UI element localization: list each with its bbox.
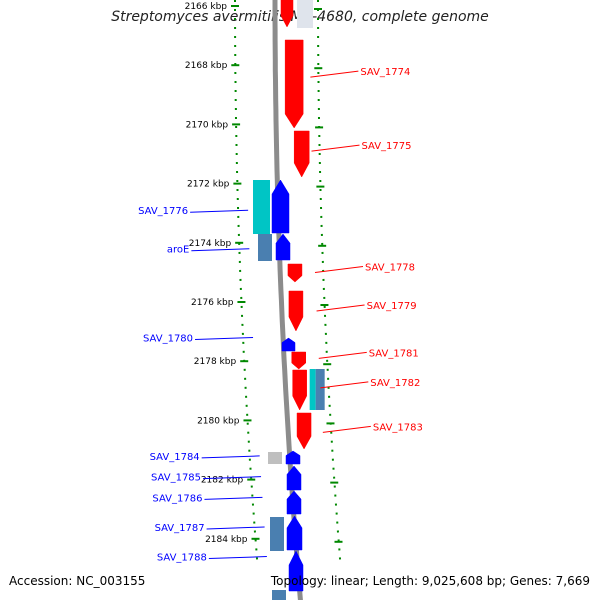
label-leader <box>201 455 260 459</box>
gene-arrow-forward[interactable] <box>280 0 294 28</box>
gene-arrow-sav-1778[interactable] <box>287 263 303 283</box>
gene-arrow-sav-1782[interactable] <box>292 369 307 411</box>
topology-text: Topology: linear; Length: 9,025,608 bp; … <box>270 574 590 588</box>
gene-arrow-sav-1774[interactable] <box>284 39 304 129</box>
gene-label-sav-1786[interactable]: SAV_1786 <box>152 493 202 504</box>
gene-label-sav-1783[interactable]: SAV_1783 <box>373 422 423 433</box>
gene-label-sav-1775[interactable]: SAV_1775 <box>361 141 411 152</box>
gene-arrow-sav-1780[interactable] <box>281 337 296 352</box>
tick-label: 2168 kbp <box>185 61 228 71</box>
label-leader <box>206 526 265 530</box>
gene-arrow-sav-1784[interactable] <box>285 450 301 465</box>
gene-arrow-aroe[interactable] <box>275 233 291 261</box>
gene-label-sav-1785[interactable]: SAV_1785 <box>151 473 201 484</box>
gene-box-sav-1782-b[interactable] <box>315 369 325 410</box>
gene-arrow-sav-1781[interactable] <box>291 351 306 370</box>
gene-box-sav-1784[interactable] <box>268 452 282 464</box>
tick-label: 2176 kbp <box>191 298 234 308</box>
gene-arrow-sav-1786[interactable] <box>286 490 302 515</box>
tick-label: 2178 kbp <box>194 357 237 367</box>
label-leader <box>311 144 360 152</box>
gene-label-sav-1774[interactable]: SAV_1774 <box>360 67 410 78</box>
tick-label: 2172 kbp <box>187 180 230 190</box>
gene-arrow-sav-1783[interactable] <box>296 412 312 450</box>
label-leader <box>318 351 367 359</box>
gene-label-aroe[interactable]: aroE <box>167 245 189 256</box>
tick-label: 2170 kbp <box>186 120 229 130</box>
right-tick-rail <box>317 0 342 561</box>
gene-box-sav-1776[interactable] <box>253 180 270 234</box>
gene-arrow-sav-1779[interactable] <box>288 290 304 332</box>
tick-label: 2174 kbp <box>189 239 232 249</box>
label-leader <box>320 381 369 389</box>
gene-box-sav-1782[interactable] <box>309 369 316 410</box>
gene-label-sav-1781[interactable]: SAV_1781 <box>369 348 419 359</box>
tick-label: 2166 kbp <box>185 2 228 12</box>
tick-label: 2180 kbp <box>197 416 240 426</box>
label-leader <box>208 556 267 560</box>
tick-label: 2184 kbp <box>205 535 248 545</box>
gene-label-sav-1780[interactable]: SAV_1780 <box>143 334 193 345</box>
label-leader <box>310 70 359 78</box>
gene-arrow-sav-1775[interactable] <box>293 130 310 178</box>
gene-arrow-sav-1785[interactable] <box>286 465 302 491</box>
gene-arrow-sav-1776[interactable] <box>271 179 290 234</box>
label-leader <box>316 304 365 312</box>
gene-label-sav-1778[interactable]: SAV_1778 <box>365 262 415 273</box>
label-leader <box>203 476 262 480</box>
gene-box-aroe[interactable] <box>258 234 272 261</box>
label-leader <box>190 209 249 213</box>
label-leader <box>322 425 371 433</box>
gene-box-top[interactable] <box>297 0 313 28</box>
gene-label-sav-1776[interactable]: SAV_1776 <box>138 206 188 217</box>
label-leader <box>195 337 254 341</box>
gene-label-sav-1779[interactable]: SAV_1779 <box>367 301 417 312</box>
gene-arrow-sav-1787[interactable] <box>286 515 303 551</box>
gene-box-sav-1787[interactable] <box>270 517 284 551</box>
label-leader <box>204 496 263 500</box>
left-tick-rail <box>234 0 259 561</box>
label-leader <box>314 265 364 273</box>
tick-label: 2182 kbp <box>201 476 244 486</box>
gene-label-sav-1788[interactable]: SAV_1788 <box>157 553 207 564</box>
label-leader <box>191 248 250 252</box>
gene-label-sav-1787[interactable]: SAV_1787 <box>155 523 205 534</box>
gene-box-bottom[interactable] <box>272 590 286 600</box>
gene-label-sav-1782[interactable]: SAV_1782 <box>370 378 420 389</box>
gene-arrow-sav-1788[interactable] <box>288 550 304 592</box>
accession-text: Accession: NC_003155 <box>9 574 146 588</box>
gene-label-sav-1784[interactable]: SAV_1784 <box>150 452 200 463</box>
